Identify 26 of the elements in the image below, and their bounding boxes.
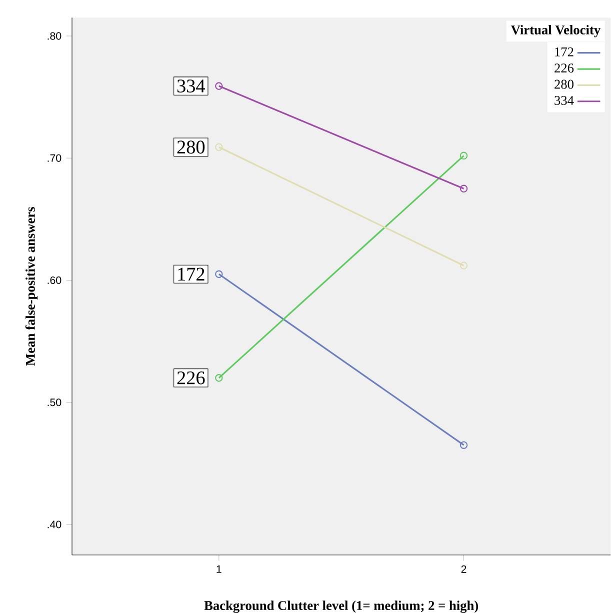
point: [215, 82, 223, 90]
annotation: 172: [178, 268, 204, 280]
point: [460, 184, 468, 192]
annotation: 226: [177, 371, 205, 384]
point: [215, 143, 223, 151]
x-axis-title: Background Clutter level (1= medium; 2 = high): [204, 600, 478, 613]
annotation: 280: [177, 140, 205, 154]
legend-label: 172: [555, 47, 574, 56]
point: [460, 152, 468, 160]
y-tick-label: .50: [48, 398, 62, 406]
y-tick-label: .60: [48, 276, 62, 284]
x-tick-label: 1: [216, 565, 222, 573]
point: [460, 441, 468, 449]
annotation: 334: [177, 80, 206, 92]
legend-label: 280: [554, 80, 574, 89]
legend-label: 334: [554, 96, 574, 105]
y-tick-label: .70: [48, 154, 62, 162]
x-tick-label: 2: [461, 565, 466, 573]
legend-title: Virtual Velocity: [510, 25, 600, 38]
y-tick-label: .40: [48, 520, 62, 528]
y-axis-title: Mean false-positive answers: [25, 207, 38, 366]
y-tick-label: .80: [48, 32, 62, 40]
point: [460, 262, 468, 270]
point: [215, 374, 223, 382]
legend-label: 226: [554, 64, 574, 73]
point: [215, 270, 223, 278]
